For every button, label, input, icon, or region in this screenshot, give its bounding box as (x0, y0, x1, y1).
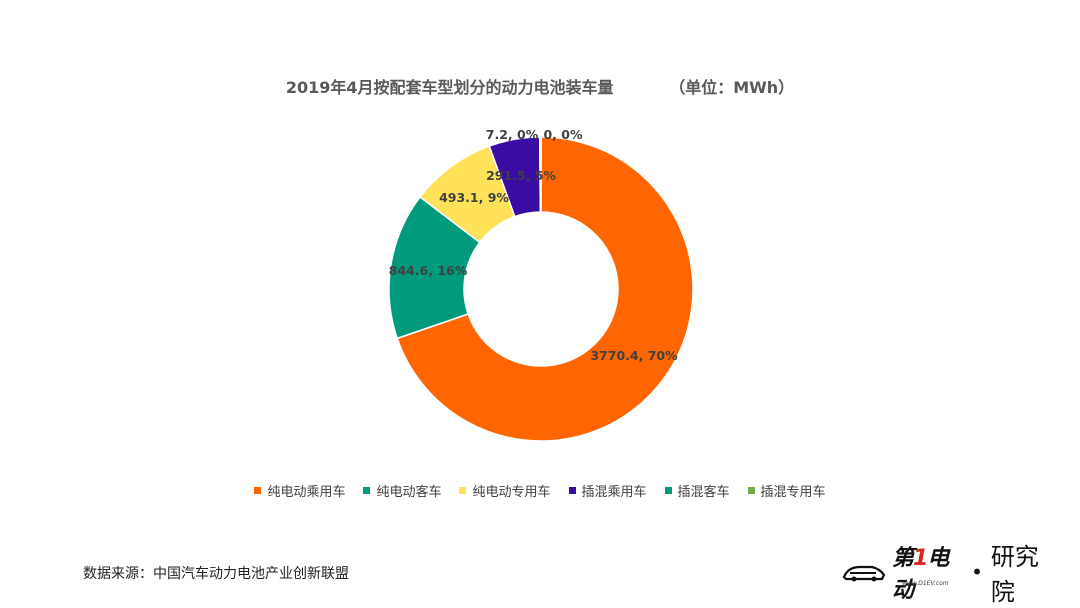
logo-dot: • (971, 560, 983, 584)
data-label-0: 3770.4, 70% (590, 348, 678, 363)
logo-brand-suffix: 电动 (892, 546, 949, 603)
legend-item-1: 纯电动客车 (363, 481, 441, 500)
legend-label: 插混专用车 (760, 485, 826, 500)
donut-slice-4 (538, 136, 542, 213)
legend-label: 纯电动乘用车 (267, 485, 346, 500)
legend-item-4: 插混客车 (664, 481, 730, 500)
legend-item-3: 插混乘用车 (568, 481, 647, 500)
chart-legend: 纯电动乘用车 纯电动客车 纯电动专用车 插混乘用车 插混客车 插混专用车 (0, 481, 1080, 500)
logo-brand-one: 1 (913, 546, 928, 571)
chart-unit-label: （单位：MWh） (669, 78, 795, 97)
logo-url: www.D1EV.com (902, 580, 949, 587)
data-label-5: 0, 0% (543, 127, 582, 142)
data-label-1: 844.6, 16% (389, 263, 468, 278)
legend-item-0: 纯电动乘用车 (254, 481, 345, 500)
donut-slice-0 (396, 136, 694, 442)
legend-swatch-icon (254, 487, 262, 494)
car-logo-icon (842, 561, 886, 583)
legend-item-2: 纯电动专用车 (459, 481, 551, 500)
data-label-4: 7.2, 0% (486, 127, 539, 142)
legend-swatch-icon (747, 487, 755, 494)
data-label-2: 493.1, 9% (439, 190, 509, 205)
legend-label: 纯电动客车 (376, 485, 442, 500)
legend-item-5: 插混专用车 (747, 481, 826, 500)
donut-chart: 3770.4, 70% 844.6, 16% 493.1, 9% 291.5, 5% 7… (388, 127, 694, 442)
source-note: 数据来源：中国汽车动力电池产业创新联盟 (83, 566, 349, 582)
legend-label: 纯电动专用车 (472, 485, 551, 500)
logo-brand: 第1电动 (892, 540, 963, 604)
legend-label: 插混客车 (677, 485, 730, 500)
logo-sub: 研究院 (990, 543, 1039, 606)
legend-label: 插混乘用车 (581, 485, 647, 500)
chart-title: 2019年4月按配套车型划分的动力电池装车量 （单位：MWh） (0, 74, 1080, 98)
logo-brand-prefix: 第 (892, 546, 914, 571)
brand-logo: 第1电动 • 研究院 www.D1EV.com (842, 543, 1057, 606)
data-label-3: 291.5, 5% (486, 168, 556, 183)
legend-swatch-icon (363, 487, 371, 494)
legend-swatch-icon (459, 487, 467, 494)
legend-swatch-icon (568, 487, 576, 494)
legend-swatch-icon (664, 487, 672, 494)
chart-title-text: 2019年4月按配套车型划分的动力电池装车量 (285, 78, 614, 97)
